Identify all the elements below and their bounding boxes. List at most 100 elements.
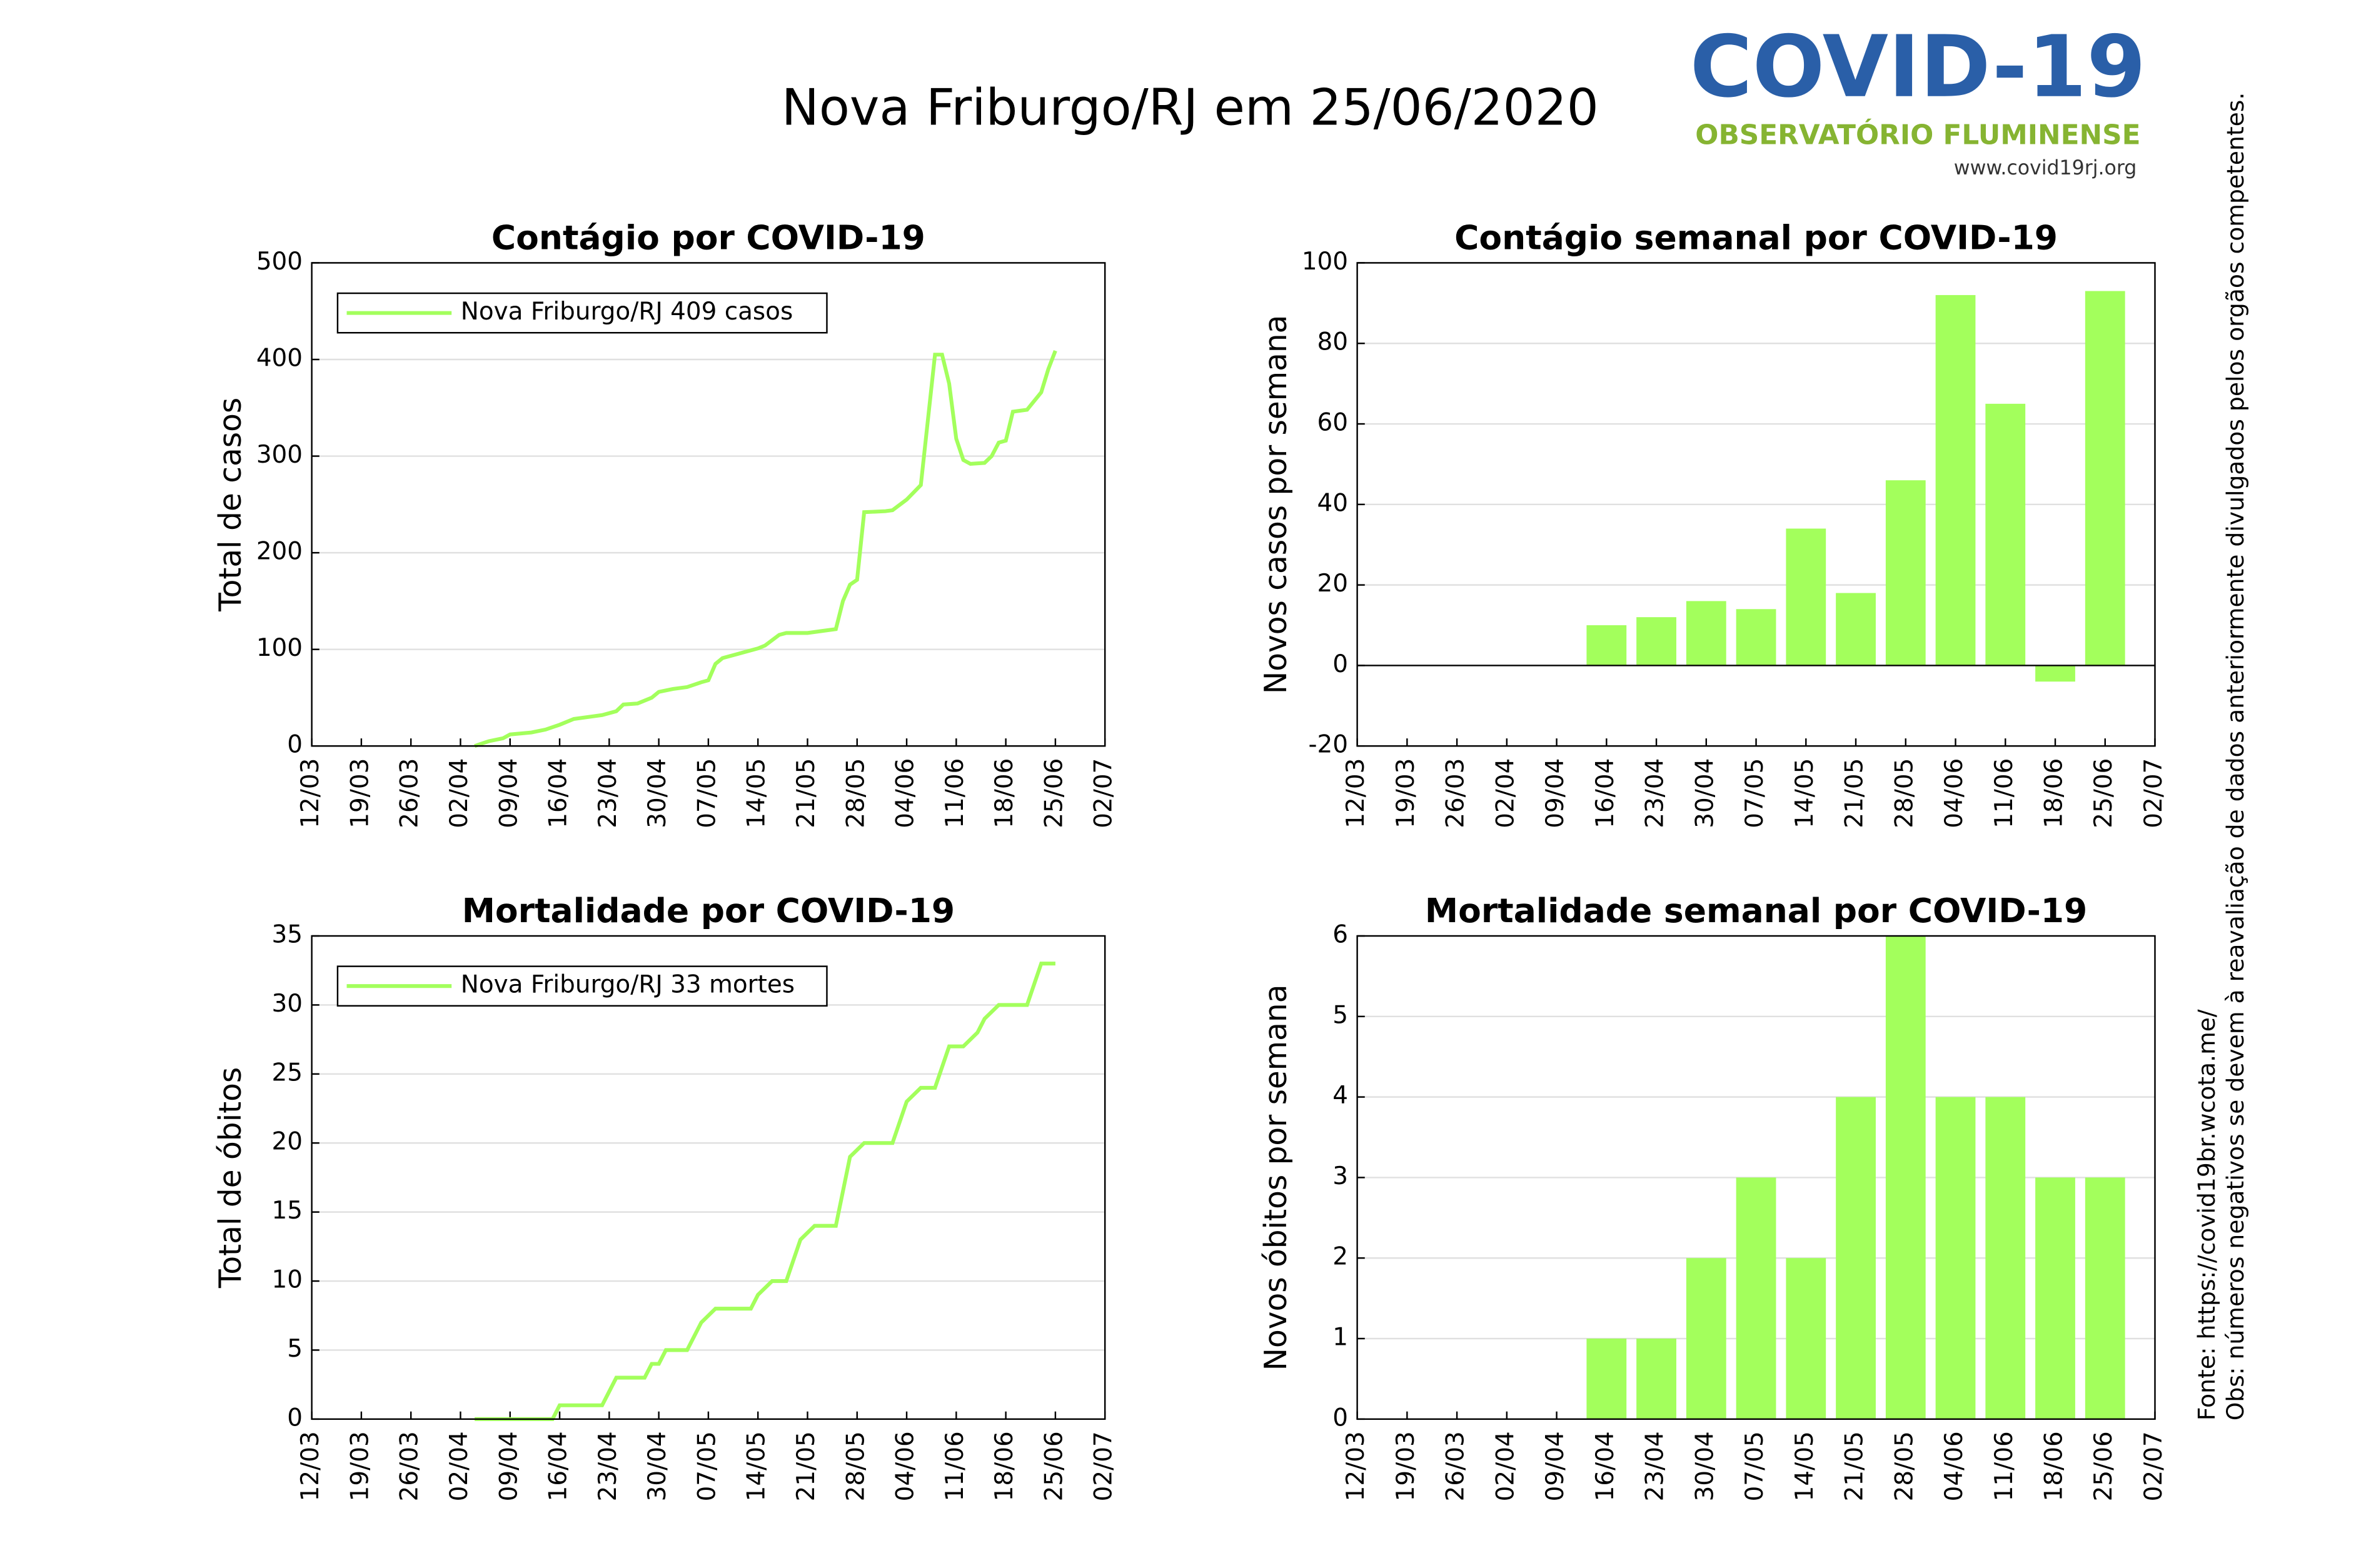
x-tick-label: 19/03 xyxy=(346,1431,374,1501)
y-tick-label: 30 xyxy=(272,990,303,1018)
obs-note: Obs: números negativos se devem à reaval… xyxy=(2222,93,2249,1421)
x-tick-label: 16/04 xyxy=(545,758,573,828)
x-tick-label: 14/05 xyxy=(1791,758,1819,828)
bar xyxy=(1786,1258,1826,1419)
x-tick-label: 23/04 xyxy=(1641,1431,1669,1501)
bar xyxy=(1935,1097,1976,1419)
chart-title: Mortalidade semanal por COVID-19 xyxy=(1425,891,2087,930)
x-tick-label: 02/07 xyxy=(1090,758,1118,828)
logo-subtitle: OBSERVATÓRIO FLUMINENSE xyxy=(1695,118,2140,151)
x-tick-label: 28/05 xyxy=(1890,758,1918,828)
bar xyxy=(1985,1097,2026,1419)
x-tick-label: 02/07 xyxy=(1090,1431,1118,1501)
plot-frame xyxy=(1356,262,2156,747)
x-tick-label: 09/04 xyxy=(495,1431,523,1501)
y-tick-label: 0 xyxy=(1332,650,1348,678)
y-tick-label: 15 xyxy=(272,1197,303,1225)
x-tick-label: 11/06 xyxy=(1990,758,2018,828)
y-tick-label: 500 xyxy=(256,248,303,276)
x-tick-label: 02/04 xyxy=(1491,758,1519,828)
legend-label: Nova Friburgo/RJ 409 casos xyxy=(461,298,793,326)
x-tick-label: 09/04 xyxy=(495,758,523,828)
y-tick-label: 5 xyxy=(287,1335,303,1363)
x-tick-label: 26/03 xyxy=(396,758,424,828)
y-axis-label: Novos casos por semana xyxy=(1259,315,1294,695)
x-tick-label: 12/03 xyxy=(1342,1431,1370,1501)
y-tick-label: 3 xyxy=(1332,1162,1348,1190)
bar xyxy=(1686,1258,1726,1419)
logo-name: COVID-19 xyxy=(1690,18,2146,117)
x-tick-label: 26/03 xyxy=(396,1431,424,1501)
x-tick-label: 26/03 xyxy=(1442,1431,1470,1501)
x-tick-label: 07/05 xyxy=(1741,1431,1769,1501)
x-tick-label: 30/04 xyxy=(643,758,672,828)
x-tick-label: 11/06 xyxy=(1990,1431,2018,1501)
x-tick-label: 02/04 xyxy=(445,1431,473,1501)
x-tick-label: 02/04 xyxy=(445,758,473,828)
bar xyxy=(1736,609,1776,666)
y-tick-label: 1 xyxy=(1332,1324,1348,1352)
x-tick-label: 16/04 xyxy=(545,1431,573,1501)
x-tick-label: 30/04 xyxy=(1691,758,1719,828)
chart-title: Mortalidade por COVID-19 xyxy=(462,891,955,930)
x-tick-label: 12/03 xyxy=(296,1431,325,1501)
data-line xyxy=(475,962,1055,1421)
y-tick-label: 25 xyxy=(272,1058,303,1087)
x-tick-label: 11/06 xyxy=(941,1431,969,1501)
x-tick-label: 02/04 xyxy=(1491,1431,1519,1501)
y-tick-label: 60 xyxy=(1317,409,1348,437)
y-axis-label: Total de óbitos xyxy=(213,1067,248,1289)
source-note: Fonte: https://covid19br.wcota.me/ xyxy=(2193,1009,2220,1420)
bar xyxy=(1885,936,1926,1419)
x-tick-label: 04/06 xyxy=(892,1431,920,1501)
plot-frame xyxy=(311,262,1106,747)
x-tick-label: 16/04 xyxy=(1591,758,1619,828)
y-tick-label: 35 xyxy=(272,921,303,949)
x-tick-label: 21/05 xyxy=(1841,758,1869,828)
x-tick-label: 21/05 xyxy=(792,758,820,828)
y-tick-label: 0 xyxy=(1332,1404,1348,1432)
x-tick-label: 16/04 xyxy=(1591,1431,1619,1501)
bar xyxy=(1885,480,1926,666)
x-tick-label: 18/06 xyxy=(2040,758,2068,828)
x-tick-label: 19/03 xyxy=(346,758,374,828)
y-tick-label: 300 xyxy=(256,441,303,469)
x-tick-label: 23/04 xyxy=(1641,758,1669,828)
bar xyxy=(1836,1097,1876,1419)
plot-frame xyxy=(1356,935,2156,1420)
bar xyxy=(2085,1177,2125,1419)
x-tick-label: 07/05 xyxy=(693,1431,721,1501)
bar xyxy=(1586,1339,1627,1419)
x-tick-label: 12/03 xyxy=(1342,758,1370,828)
x-tick-label: 25/06 xyxy=(1040,758,1068,828)
x-tick-label: 18/06 xyxy=(990,1431,1019,1501)
x-tick-label: 07/05 xyxy=(693,758,721,828)
y-tick-label: 200 xyxy=(256,538,303,566)
bar xyxy=(2035,1177,2075,1419)
x-tick-label: 09/04 xyxy=(1541,1431,1569,1501)
x-tick-label: 02/07 xyxy=(2140,758,2168,828)
bar xyxy=(1786,528,1826,666)
x-tick-label: 28/05 xyxy=(842,758,870,828)
main-title: Nova Friburgo/RJ em 25/06/2020 xyxy=(782,78,1599,136)
x-tick-label: 21/05 xyxy=(792,1431,820,1501)
x-tick-label: 25/06 xyxy=(2090,1431,2118,1501)
y-tick-label: 400 xyxy=(256,344,303,372)
y-tick-label: 6 xyxy=(1332,921,1348,949)
x-tick-label: 26/03 xyxy=(1442,758,1470,828)
x-tick-label: 04/06 xyxy=(892,758,920,828)
x-tick-label: 11/06 xyxy=(941,758,969,828)
y-axis-label: Novos óbitos por semana xyxy=(1259,984,1294,1370)
x-tick-label: 12/03 xyxy=(296,758,325,828)
y-tick-label: 100 xyxy=(256,634,303,662)
y-axis-label: Total de casos xyxy=(213,398,248,612)
y-tick-label: 100 xyxy=(1302,248,1348,276)
y-tick-label: 2 xyxy=(1332,1243,1348,1271)
x-tick-label: 14/05 xyxy=(743,1431,771,1501)
y-tick-label: 40 xyxy=(1317,489,1348,517)
y-tick-label: 10 xyxy=(272,1266,303,1294)
x-tick-label: 14/05 xyxy=(1791,1431,1819,1501)
plot-frame xyxy=(311,935,1106,1420)
